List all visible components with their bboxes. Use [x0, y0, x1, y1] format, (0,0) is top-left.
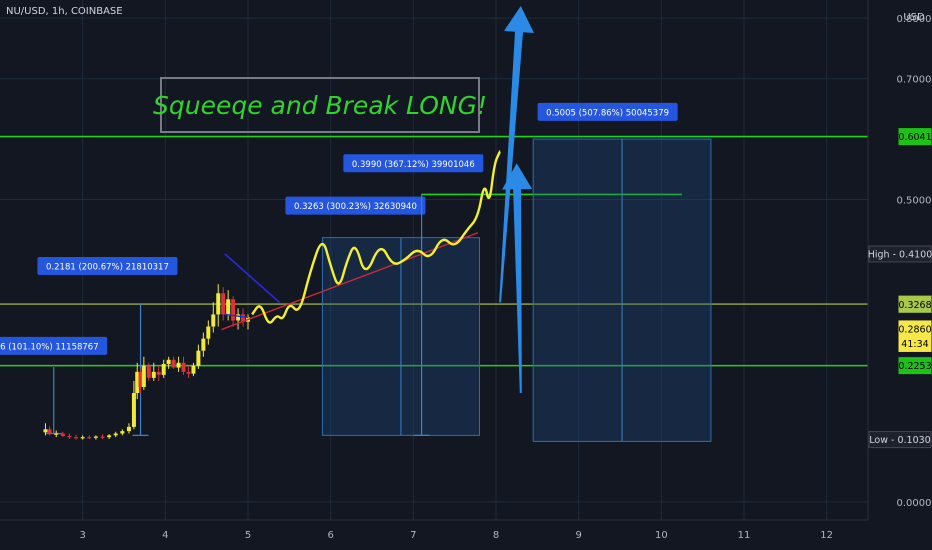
measure-label: 0.3990 (367.12%) 39901046	[352, 160, 475, 170]
price-tag-label: 0.2860	[898, 324, 931, 335]
y-tick-label: 0.0000	[897, 498, 932, 509]
annotation-frame	[160, 77, 480, 133]
candle-body	[191, 365, 196, 374]
breakout-arrow	[502, 163, 533, 393]
measure-label: 0.1116 (101.10%) 11158767	[0, 342, 99, 352]
measure-label: 0.5005 (507.86%) 50045379	[546, 108, 669, 118]
horizontal-lines	[0, 135, 868, 367]
candle-body	[60, 433, 65, 436]
x-tick-label: 6	[327, 530, 333, 541]
measure-label-bg	[0, 336, 108, 355]
projected-path	[251, 150, 502, 324]
candle-body	[196, 350, 201, 366]
candle-body	[166, 359, 171, 364]
x-tick-label: 7	[410, 530, 416, 541]
candle-body	[241, 314, 246, 322]
measure-label-bg	[537, 102, 678, 121]
price-tag-bg	[898, 295, 932, 313]
grid	[0, 0, 868, 520]
candle-body	[107, 435, 112, 438]
breakout-arrow	[499, 6, 534, 303]
candle-body	[226, 299, 231, 315]
candle-body	[161, 364, 166, 375]
measure-label-bg	[37, 257, 178, 276]
triangle-upper-line	[224, 253, 280, 303]
candle-body	[211, 314, 216, 327]
price-tag-bg	[898, 334, 932, 352]
price-tag-label: 0.2253	[898, 361, 931, 372]
x-tick-label: 5	[245, 530, 251, 541]
x-tick-label: 3	[79, 530, 85, 541]
price-tag-label: 0.6041	[898, 132, 931, 143]
price-tag-bg	[868, 245, 932, 263]
price-tag-bg	[868, 431, 932, 449]
currency-label: USD	[903, 12, 925, 23]
annotation-title: Squeeqe and Break LONG!	[153, 91, 487, 120]
x-tick-label: 11	[738, 530, 751, 541]
candle-body	[80, 437, 85, 439]
candle-body	[74, 437, 79, 439]
y-tick-label: 0.7000	[897, 75, 932, 86]
y-tick-label: 0.8000	[897, 14, 932, 25]
time-axis: 3 4 5 6 7 8 9 10 11 12	[0, 519, 932, 550]
candle-body	[54, 433, 59, 435]
candle-body	[141, 365, 146, 387]
candle-body	[181, 362, 186, 372]
candle-body	[206, 326, 211, 339]
price-tag-label: Low - 0.1030	[869, 435, 930, 446]
candle-body	[236, 314, 241, 321]
candle-body	[126, 426, 131, 432]
candle-body	[221, 293, 226, 315]
x-tick-label: 10	[655, 530, 668, 541]
candle-body	[138, 371, 143, 387]
candle-body	[171, 359, 176, 368]
candle-body	[186, 371, 191, 374]
candle-body	[93, 436, 98, 438]
candle-body	[47, 429, 52, 435]
x-tick-label: 9	[575, 530, 581, 541]
measure-tools: 0.1116 (101.10%) 11158767 0.2181 (200.67%…	[0, 102, 712, 442]
candle-body	[87, 437, 92, 439]
annotation-box: Squeeqe and Break LONG!	[153, 77, 487, 133]
measure-label-bg	[285, 196, 426, 215]
candle-body	[135, 371, 140, 394]
drawings	[221, 150, 502, 331]
triangle-blue-line	[224, 313, 249, 319]
price-tag-bg	[898, 128, 932, 146]
y-tick-label: 0.5000	[897, 196, 932, 207]
candle-body	[43, 429, 48, 433]
time-axis-bg	[0, 520, 932, 550]
price-tag-label: 0.3268	[898, 300, 931, 311]
candle-body	[216, 293, 221, 315]
measure-label-bg	[343, 154, 484, 173]
price-tag-label: High - 0.4100	[868, 249, 932, 260]
price-tag-label: 41:34	[901, 339, 928, 350]
measure-label: 0.3263 (300.23%) 32630940	[294, 202, 417, 212]
price-tag-bg	[898, 357, 932, 375]
candle-body	[156, 371, 161, 375]
candle-body	[100, 436, 105, 438]
measure-label: 0.2181 (200.67%) 21810317	[46, 263, 169, 273]
x-tick-label: 12	[820, 530, 833, 541]
x-tick-label: 8	[493, 530, 499, 541]
candle-body	[120, 431, 125, 434]
candle-body	[151, 371, 156, 378]
candle-body	[113, 433, 118, 436]
symbol-label: NU/USD, 1h, COINBASE	[6, 6, 123, 17]
arrows	[499, 6, 534, 393]
candle-body	[176, 362, 181, 368]
candle-body	[146, 365, 151, 378]
x-tick-label: 4	[162, 530, 168, 541]
candle-body	[67, 435, 72, 438]
candle-body	[231, 299, 236, 321]
candle-body	[131, 393, 136, 427]
candle-body	[201, 338, 206, 351]
